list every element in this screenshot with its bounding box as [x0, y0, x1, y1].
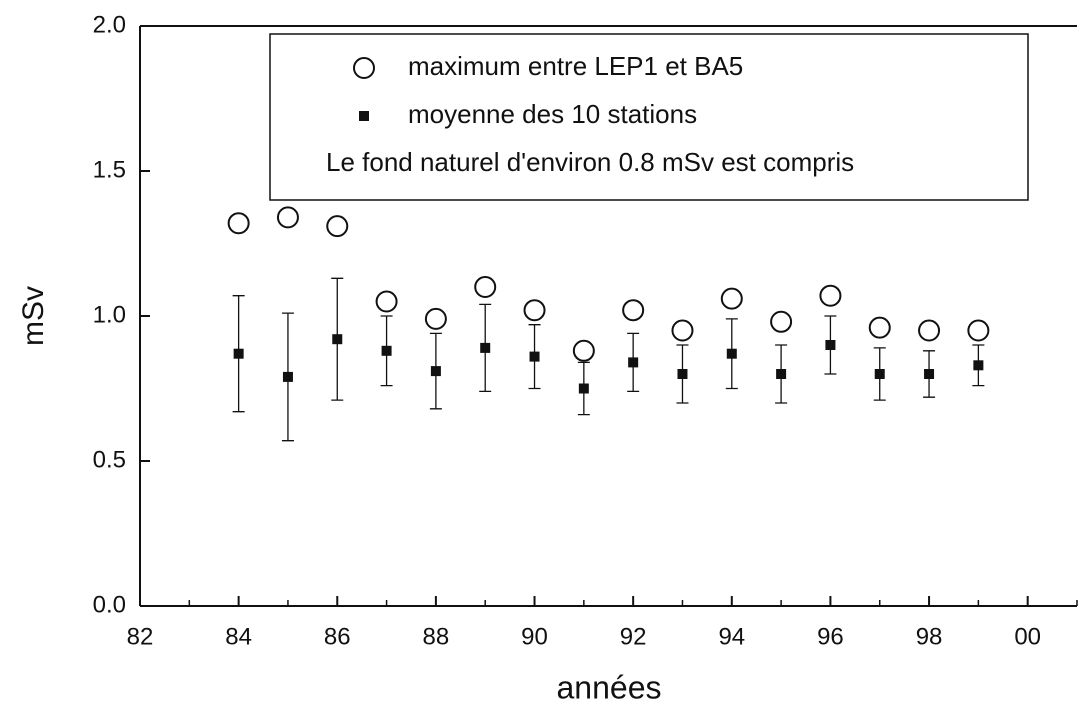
y-tick-label: 1.0	[93, 301, 126, 328]
x-tick-label: 00	[1014, 623, 1041, 650]
y-tick-label: 1.5	[93, 156, 126, 183]
mean-point	[233, 348, 244, 359]
x-tick-label: 88	[423, 623, 450, 650]
x-tick-label: 94	[718, 623, 745, 650]
mean-point	[776, 369, 787, 379]
max-point	[622, 299, 645, 322]
x-tick-label: 86	[324, 623, 351, 650]
x-tick-label: 98	[916, 623, 943, 650]
legend-marker	[353, 57, 375, 79]
mean-point	[529, 351, 540, 362]
x-tick-label: 82	[127, 623, 154, 650]
mean-point	[874, 369, 885, 379]
max-point	[967, 319, 990, 342]
mean-point	[282, 371, 293, 382]
max-point	[375, 290, 398, 313]
mean-point	[677, 369, 688, 379]
max-point	[424, 307, 447, 330]
y-tick-label: 2.0	[93, 11, 126, 38]
max-point	[276, 206, 299, 229]
max-point	[326, 215, 349, 238]
annotation: Le fond naturel d'environ 0.8 mSv est co…	[326, 147, 854, 177]
x-tick-label: 90	[521, 623, 548, 650]
mean-point	[924, 369, 935, 379]
y-axis-label: mSv	[17, 286, 50, 346]
mean-point	[973, 360, 984, 371]
legend-label: moyenne des 10 stations	[408, 99, 697, 129]
max-point	[671, 319, 694, 342]
max-point	[227, 212, 250, 235]
max-point	[474, 276, 497, 298]
x-tick-label: 92	[620, 623, 647, 650]
max-point	[572, 339, 595, 362]
mean-point	[825, 340, 836, 350]
x-axis-label: années	[557, 669, 662, 705]
max-point	[868, 316, 891, 339]
y-tick-label: 0.5	[93, 446, 126, 473]
max-point	[819, 284, 842, 307]
mean-point	[628, 357, 639, 368]
x-tick-label: 84	[225, 623, 252, 650]
max-point	[918, 319, 941, 342]
y-tick-label: 0.0	[93, 591, 126, 618]
max-point	[770, 310, 793, 333]
mean-point	[726, 348, 737, 359]
x-tick-label: 96	[817, 623, 844, 650]
mean-point	[578, 383, 589, 394]
max-point	[720, 287, 743, 310]
mean-point	[480, 342, 491, 353]
mean-point	[381, 345, 392, 356]
mean-point	[430, 366, 441, 377]
legend-label: maximum entre LEP1 et BA5	[408, 51, 743, 81]
legend-marker	[359, 111, 369, 121]
legend-box	[269, 33, 1029, 201]
mean-point	[332, 334, 343, 345]
max-point	[523, 299, 546, 322]
